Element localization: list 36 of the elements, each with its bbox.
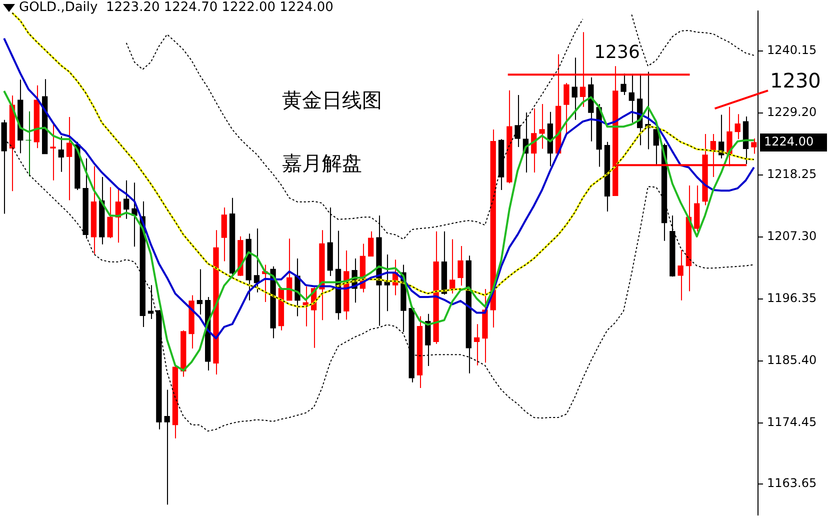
y-tick-label: 1185.40 — [767, 353, 817, 368]
candlestick — [539, 104, 545, 150]
y-tick-label: 1207.30 — [767, 229, 817, 244]
candlestick — [254, 228, 260, 293]
y-tick-label: 1163.65 — [767, 476, 817, 490]
y-tick-label: 1229.20 — [767, 105, 817, 120]
candlestick — [474, 324, 480, 366]
annotation: 嘉月解盘 — [282, 151, 362, 175]
candlestick — [221, 207, 227, 262]
candlestick — [572, 57, 578, 120]
chart-title: GOLD.,Daily 1223.20 1224.70 1222.00 1224.00 — [19, 0, 334, 15]
candlestick — [368, 230, 374, 257]
candlestick — [628, 74, 634, 124]
candlestick — [734, 114, 740, 140]
candlestick — [564, 82, 570, 134]
candlestick — [458, 246, 464, 286]
y-tick-label: 1196.35 — [767, 291, 817, 306]
text: 1230 — [770, 68, 821, 93]
candlestick — [124, 180, 130, 220]
candlestick — [620, 72, 626, 96]
y-tick-label: 1240.15 — [767, 43, 817, 58]
y-tick-label: 1218.25 — [767, 167, 817, 182]
candlestick — [196, 268, 203, 315]
candlestick — [164, 389, 170, 506]
candlestick — [107, 186, 113, 239]
annotation: 黄金日线图 — [282, 88, 382, 112]
candlestick — [450, 238, 456, 294]
candlestick — [751, 138, 757, 154]
candlestick — [58, 136, 64, 172]
candlestick — [50, 123, 56, 181]
candlestick — [514, 94, 520, 148]
text: 1224.00 — [764, 134, 814, 149]
ref-line-label: 1236 — [594, 42, 640, 64]
y-tick-label: 1174.45 — [767, 414, 817, 429]
candlestick — [66, 116, 72, 201]
candlestick — [678, 249, 684, 301]
